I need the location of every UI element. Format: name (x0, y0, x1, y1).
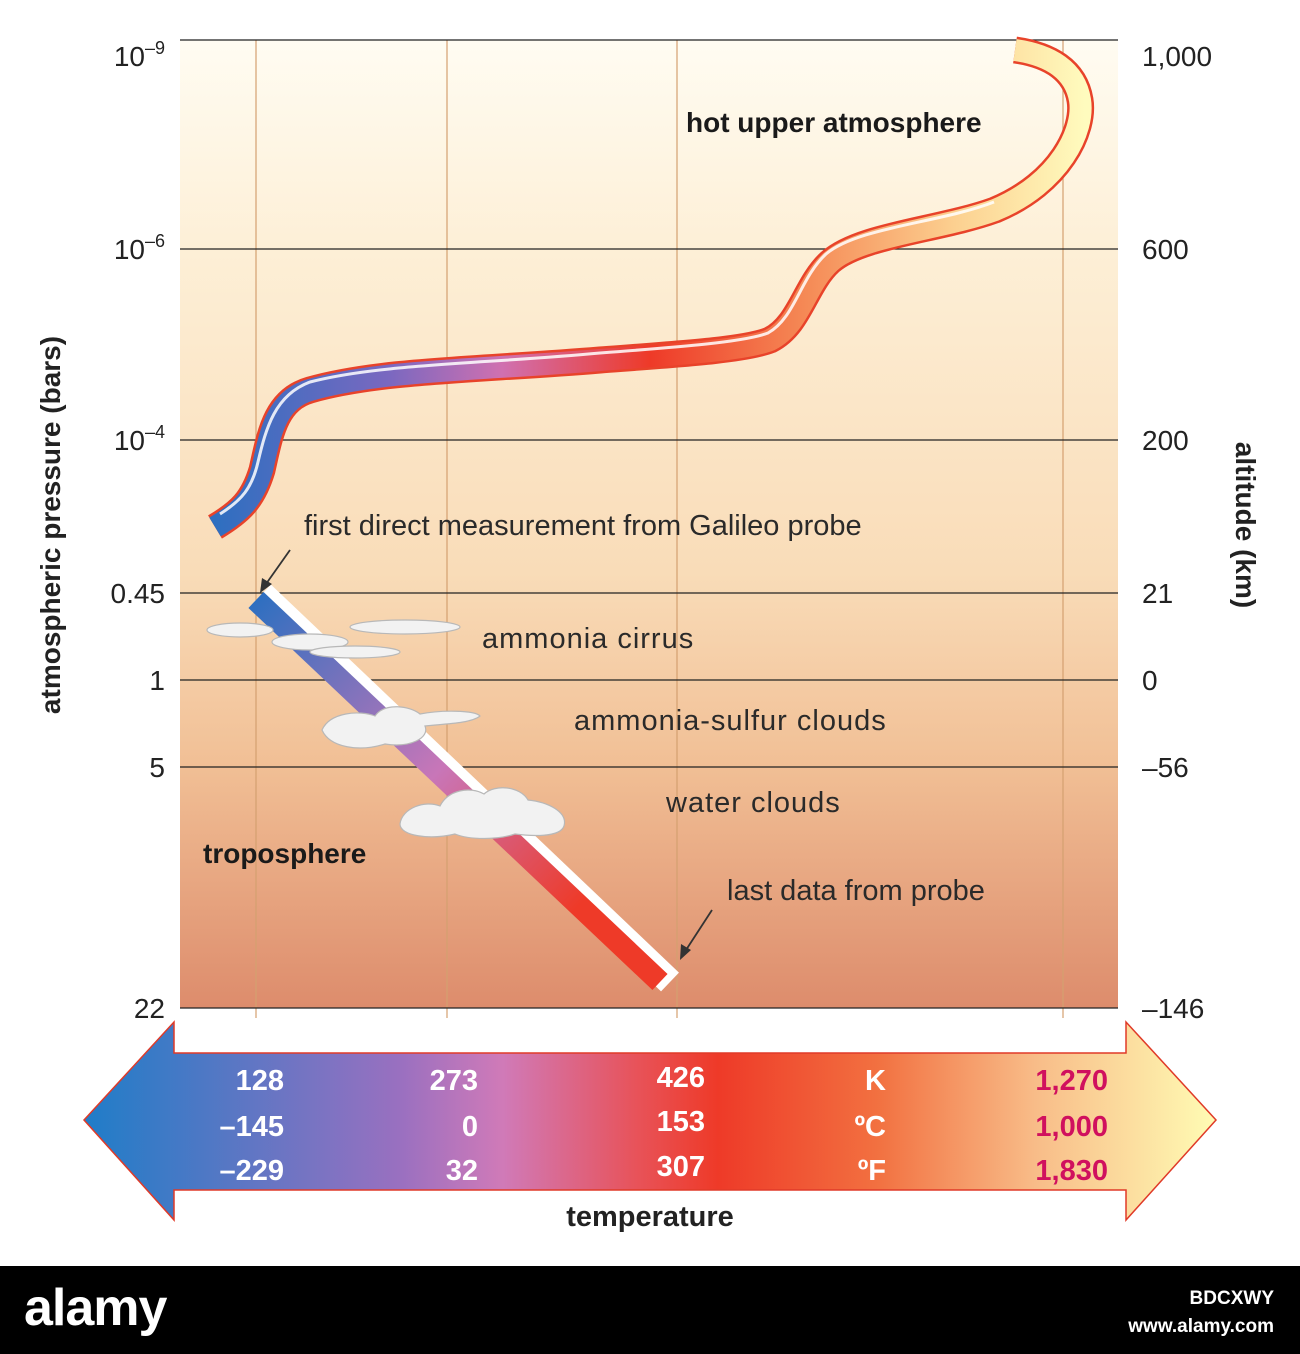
temperature-arrow-shape (82, 1020, 1218, 1222)
rtick-200: 200 (1142, 425, 1189, 456)
label-troposphere: troposphere (203, 838, 366, 869)
arrow-last-shaft (685, 909, 713, 951)
clouds (206, 619, 566, 840)
rtick-600: 600 (1142, 234, 1189, 265)
arrow-first-shaft (265, 549, 291, 585)
label-ammonia-sulfur: ammonia-sulfur clouds (574, 705, 887, 737)
ytick-045: 0.45 (111, 578, 166, 609)
y-axis-title: atmospheric pressure (bars) (35, 336, 66, 714)
temp-128-c: –145 (219, 1111, 284, 1143)
temp-128-f: –229 (219, 1155, 284, 1187)
arrow-first-head (260, 578, 272, 593)
vertical-grid (255, 40, 1064, 1018)
ytick-5: 5 (149, 752, 165, 783)
plot-background (180, 40, 1118, 1008)
unit-c: ºC (854, 1111, 886, 1143)
series-upper (207, 36, 1095, 539)
rtick-1000: 1,000 (1142, 41, 1212, 72)
cloud-water (399, 787, 566, 840)
temp-1270-f: 1,830 (1035, 1155, 1108, 1187)
label-last-data: last data from probe (727, 875, 985, 907)
ytick-1e-9: 10–9 (114, 38, 165, 72)
temperature-arrow (82, 1020, 1218, 1222)
ytick-22: 22 (134, 993, 165, 1024)
temp-1270-k: 1,270 (1035, 1065, 1108, 1097)
unit-k: K (865, 1065, 886, 1097)
label-hot-upper: hot upper atmosphere (686, 107, 982, 138)
footer-image-id: BDCXWY (1189, 1288, 1274, 1309)
cloud-cirrus-1 (206, 622, 274, 638)
temperature-labels: 128 –145 –229 273 0 32 426 153 307 K ºC … (219, 1062, 886, 1187)
rtick-56: –56 (1142, 752, 1189, 783)
cloud-cirrus-2 (271, 633, 349, 651)
ytick-1: 1 (149, 665, 165, 696)
temp-273-f: 32 (446, 1155, 478, 1187)
rtick-0: 0 (1142, 665, 1158, 696)
label-ammonia-cirrus: ammonia cirrus (482, 623, 694, 655)
rtick-146: –146 (1142, 993, 1204, 1024)
temp-1270-c: 1,000 (1035, 1111, 1108, 1143)
temp-128-k: 128 (236, 1065, 284, 1097)
temp-273-c: 0 (462, 1111, 478, 1143)
cloud-ammonia-sulfur (321, 706, 481, 749)
cloud-cirrus-3 (349, 619, 461, 635)
temperature-labels-hot: 1,270 1,000 1,830 (1035, 1065, 1108, 1187)
ytick-1e-6: 10–6 (114, 231, 165, 265)
ytick-1e-4: 10–4 (114, 422, 165, 456)
left-ticks: 10–9 10–6 10–4 0.45 1 5 22 (111, 38, 166, 1024)
temp-273-k: 273 (430, 1065, 478, 1097)
annotations: hot upper atmosphere first direct measur… (203, 107, 985, 960)
label-first-measurement: first direct measurement from Galileo pr… (304, 510, 862, 542)
footer-bar: alamy BDCXWY www.alamy.com (0, 1266, 1300, 1354)
temp-426-k: 426 (657, 1062, 705, 1094)
rtick-21: 21 (1142, 578, 1173, 609)
right-ticks: 1,000 600 200 21 0 –56 –146 (1142, 41, 1212, 1024)
footer-logo: alamy (24, 1279, 167, 1337)
footer-url: www.alamy.com (1128, 1316, 1274, 1337)
temp-426-c: 153 (657, 1106, 705, 1138)
cloud-cirrus-4 (309, 645, 401, 659)
label-water-clouds: water clouds (665, 787, 841, 819)
upper-curve-highlight (219, 200, 995, 516)
upper-curve-body (209, 39, 1092, 537)
unit-f: ºF (858, 1155, 886, 1187)
temp-426-f: 307 (657, 1151, 705, 1183)
arrow-last-head (680, 944, 691, 960)
x-axis-title: temperature (566, 1201, 734, 1233)
y-axis-title-right: altitude (km) (1230, 442, 1261, 608)
chart: 10–9 10–6 10–4 0.45 1 5 22 1,000 600 200… (35, 36, 1261, 1233)
